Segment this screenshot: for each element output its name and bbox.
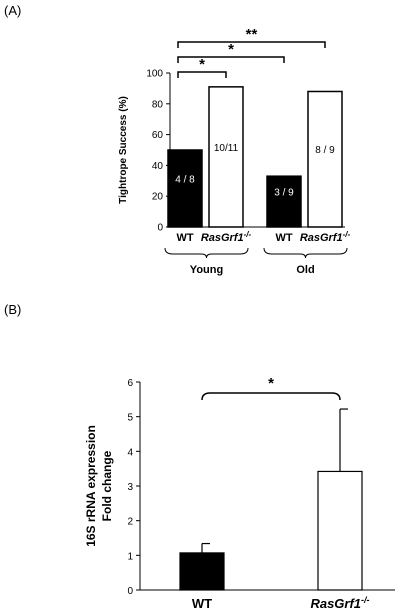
y-tick-label-b: 0 <box>127 586 133 597</box>
bar-label-a: 8 / 9 <box>315 145 335 156</box>
significance-star-a: * <box>228 41 234 58</box>
y-axis-label-b-line1: 16S rRNA expression <box>84 425 98 547</box>
category-superscript: -/- <box>343 230 351 239</box>
chart-b: 16S rRNA expression Fold change 0123456 … <box>84 375 395 611</box>
y-tick-label-b: 3 <box>127 482 133 493</box>
group-brace <box>263 247 348 259</box>
significance-bracket-a <box>177 41 326 48</box>
y-tick-label-b: 5 <box>127 413 133 424</box>
significance-bracket-a <box>177 71 227 78</box>
bar-b <box>317 470 363 591</box>
y-tick-label-b: 1 <box>127 551 133 562</box>
y-tick-label-a: 40 <box>152 161 164 172</box>
chart-a: Tightrope Success (%) 0 20 40 60 80 100 4 / 8… <box>118 26 351 276</box>
significance-star-b: * <box>268 375 274 392</box>
category-name: WT <box>275 232 292 244</box>
y-tick-label-a: 0 <box>157 223 163 234</box>
y-tick-label-a: 80 <box>152 99 164 110</box>
category-label-b: RasGrf1-/- <box>310 595 369 611</box>
group-label: Old <box>296 264 314 276</box>
y-tick-label-b: 6 <box>127 378 133 389</box>
bar-label-a: 10/11 <box>214 143 239 154</box>
group-label: Young <box>190 264 223 276</box>
bar-a <box>208 86 244 228</box>
category-label-b: WT <box>192 596 212 611</box>
bar-a <box>167 149 203 228</box>
panel-label-b: (B) <box>4 302 21 317</box>
bar-b <box>179 552 225 591</box>
y-tick-label-a: 60 <box>152 130 164 141</box>
category-name: RasGrf1 <box>300 232 343 244</box>
category-label-a: WT <box>275 232 292 244</box>
y-axis-label-b-line2: Fold change <box>100 450 114 521</box>
bar-a <box>307 90 343 228</box>
y-tick-label-a: 100 <box>146 69 163 80</box>
category-label-a: WT <box>176 232 193 244</box>
y-tick-label-b: 2 <box>127 517 133 528</box>
bar-label-a: 4 / 8 <box>175 175 195 186</box>
category-name: RasGrf1 <box>310 596 361 611</box>
category-name: WT <box>192 596 212 611</box>
y-axis-label-a: Tightrope Success (%) <box>118 96 129 204</box>
significance-star-a: * <box>199 56 205 73</box>
category-label-a: RasGrf1-/- <box>201 230 252 244</box>
bar-label-a: 3 / 9 <box>274 188 294 199</box>
category-name: RasGrf1 <box>201 232 244 244</box>
category-label-a: RasGrf1-/- <box>300 230 351 244</box>
bar-a <box>266 175 302 228</box>
panel-label-a: (A) <box>4 3 21 18</box>
significance-star-a: ** <box>246 26 258 43</box>
significance-bracket-b <box>201 392 341 401</box>
y-tick-label-a: 20 <box>152 192 164 203</box>
y-tick-label-b: 4 <box>127 447 133 458</box>
category-superscript: -/- <box>361 595 370 605</box>
category-name: WT <box>176 232 193 244</box>
category-superscript: -/- <box>244 230 252 239</box>
significance-bracket-a <box>177 56 285 63</box>
group-brace <box>164 247 249 259</box>
